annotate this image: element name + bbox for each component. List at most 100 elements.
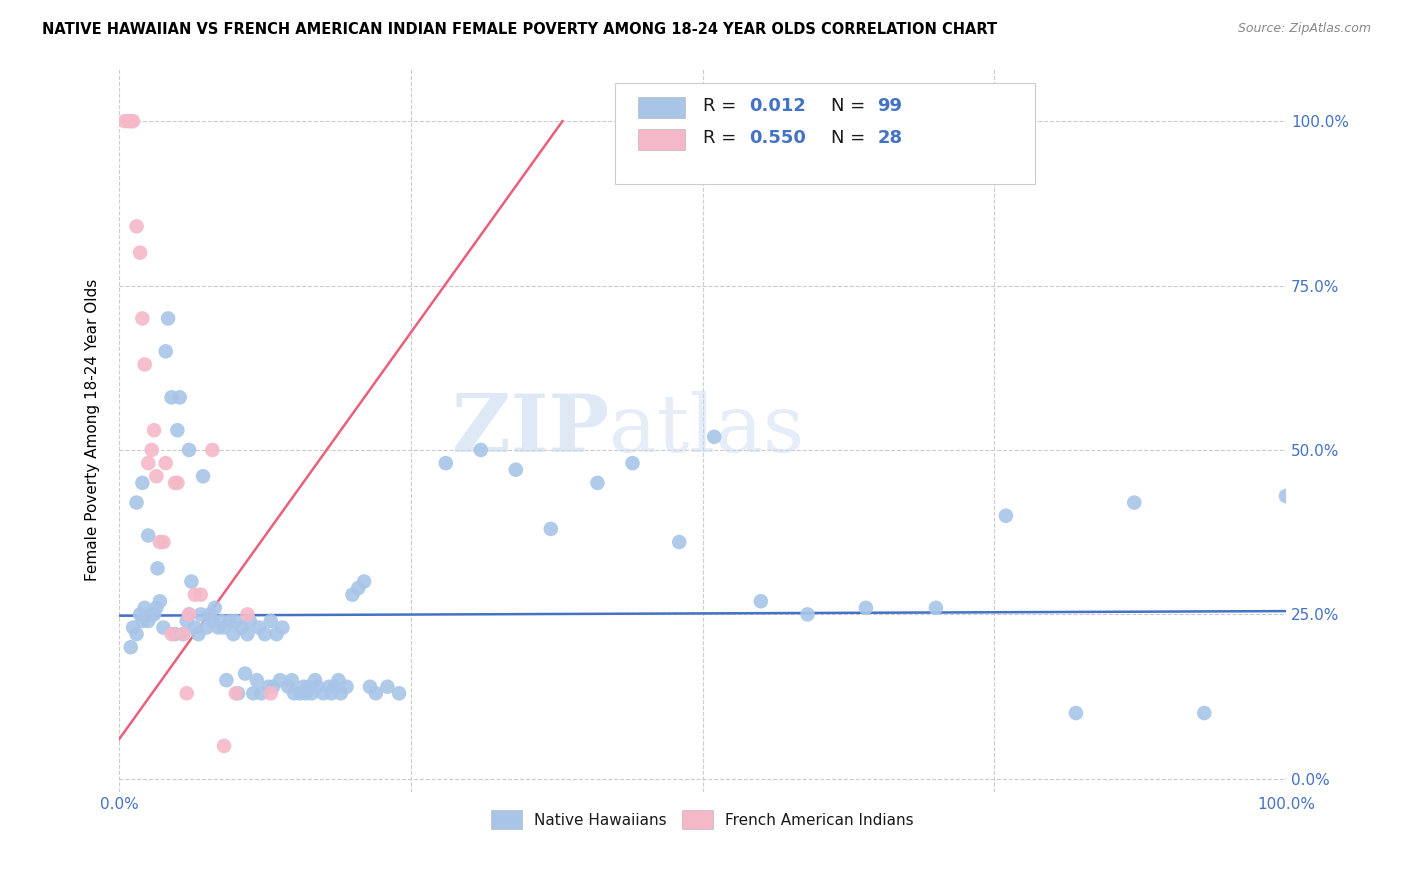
Point (1194, 706, 1216, 720)
Point (184, 621, 207, 635)
Point (134, 600, 156, 615)
Point (231, 621, 253, 635)
Point (190, 607, 212, 622)
Point (301, 686, 323, 700)
Point (143, 423, 166, 437)
Point (152, 621, 174, 635)
Point (201, 442, 224, 457)
Point (271, 621, 294, 635)
Text: 0.012: 0.012 (749, 97, 806, 115)
Point (292, 680, 315, 694)
Point (236, 607, 259, 622)
Point (177, 607, 200, 622)
Point (131, 614, 153, 628)
Point (122, 114, 145, 128)
Text: R =: R = (703, 129, 741, 147)
Point (160, 390, 183, 404)
Legend: Native Hawaiians, French American Indians: Native Hawaiians, French American Indian… (485, 804, 920, 835)
Point (120, 114, 142, 128)
Point (329, 686, 352, 700)
Point (149, 535, 172, 549)
Point (236, 627, 259, 641)
Point (184, 588, 207, 602)
Point (307, 680, 329, 694)
Point (253, 627, 276, 641)
Point (134, 358, 156, 372)
Point (239, 614, 262, 628)
Point (226, 686, 249, 700)
Point (855, 600, 877, 615)
Point (201, 614, 224, 628)
Point (233, 666, 256, 681)
Point (117, 114, 139, 128)
Text: 0.550: 0.550 (749, 129, 806, 147)
Point (347, 581, 370, 595)
Point (177, 442, 200, 457)
Point (222, 627, 245, 641)
Point (187, 627, 209, 641)
Point (749, 594, 772, 608)
Point (177, 607, 200, 622)
Point (165, 627, 187, 641)
Point (141, 442, 163, 457)
Point (266, 627, 288, 641)
Point (225, 614, 247, 628)
Point (925, 600, 948, 615)
FancyBboxPatch shape (638, 97, 685, 118)
Text: NATIVE HAWAIIAN VS FRENCH AMERICAN INDIAN FEMALE POVERTY AMONG 18-24 YEAR OLDS C: NATIVE HAWAIIAN VS FRENCH AMERICAN INDIA… (42, 22, 997, 37)
Point (434, 456, 457, 470)
Point (212, 739, 235, 753)
Point (342, 588, 364, 602)
Point (190, 588, 212, 602)
Point (176, 686, 198, 700)
Point (1064, 706, 1087, 720)
Point (145, 600, 167, 615)
Point (165, 475, 187, 490)
Point (195, 621, 218, 635)
Point (157, 311, 180, 326)
Point (215, 673, 238, 688)
Point (155, 456, 177, 470)
Point (172, 627, 194, 641)
FancyBboxPatch shape (638, 129, 685, 150)
Text: atlas: atlas (609, 392, 804, 469)
Point (129, 245, 152, 260)
Y-axis label: Female Poverty Among 18-24 Year Olds: Female Poverty Among 18-24 Year Olds (86, 279, 100, 582)
Point (388, 686, 411, 700)
Point (277, 680, 299, 694)
Point (166, 423, 188, 437)
Point (323, 680, 346, 694)
Point (297, 680, 319, 694)
Point (260, 614, 283, 628)
Point (281, 673, 304, 688)
Point (994, 508, 1017, 523)
Point (125, 219, 148, 234)
Point (269, 673, 291, 688)
Point (152, 535, 174, 549)
Point (377, 680, 399, 694)
Point (145, 469, 167, 483)
Point (540, 522, 562, 536)
Point (321, 686, 343, 700)
Point (288, 686, 311, 700)
Point (136, 614, 159, 628)
Point (207, 621, 229, 635)
Point (211, 614, 233, 628)
Point (262, 680, 284, 694)
Point (796, 607, 818, 622)
Point (318, 680, 340, 694)
Point (143, 607, 166, 622)
Point (242, 686, 264, 700)
Point (120, 640, 142, 655)
Point (470, 442, 492, 457)
Point (160, 627, 183, 641)
Point (257, 680, 280, 694)
Point (505, 463, 527, 477)
Point (172, 627, 194, 641)
Point (212, 621, 235, 635)
Point (114, 114, 136, 128)
Point (136, 528, 159, 542)
Point (169, 390, 191, 404)
Point (166, 475, 188, 490)
Point (219, 614, 242, 628)
